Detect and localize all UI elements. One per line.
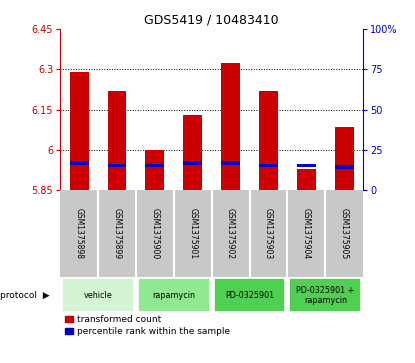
Text: rapamycin: rapamycin: [152, 291, 195, 300]
Text: GSM1375899: GSM1375899: [112, 208, 122, 259]
Text: PD-0325901: PD-0325901: [225, 291, 274, 300]
Text: GSM1375904: GSM1375904: [302, 208, 311, 259]
Bar: [214, 278, 286, 312]
Bar: [70, 162, 88, 165]
Bar: [335, 166, 354, 169]
Bar: [335, 127, 354, 190]
Bar: [107, 164, 127, 167]
Bar: [183, 115, 202, 190]
Text: PD-0325901 +
rapamycin: PD-0325901 + rapamycin: [296, 286, 354, 305]
Text: GSM1375900: GSM1375900: [150, 208, 159, 259]
Bar: [221, 162, 240, 165]
Text: vehicle: vehicle: [84, 291, 112, 300]
Text: GSM1375903: GSM1375903: [264, 208, 273, 259]
Bar: [145, 164, 164, 167]
Text: GSM1375901: GSM1375901: [188, 208, 197, 259]
Bar: [297, 164, 316, 167]
Bar: [289, 278, 361, 312]
Bar: [221, 62, 240, 190]
Bar: [62, 278, 134, 312]
Title: GDS5419 / 10483410: GDS5419 / 10483410: [144, 13, 279, 26]
Text: GSM1375902: GSM1375902: [226, 208, 235, 259]
Bar: [259, 91, 278, 190]
Bar: [297, 169, 316, 190]
Bar: [259, 164, 278, 167]
Text: GSM1375905: GSM1375905: [340, 208, 349, 259]
Bar: [107, 91, 127, 190]
Bar: [183, 162, 202, 165]
Bar: [138, 278, 210, 312]
Bar: [145, 150, 164, 190]
Text: protocol  ▶: protocol ▶: [0, 291, 50, 300]
Bar: [70, 72, 88, 190]
Legend: transformed count, percentile rank within the sample: transformed count, percentile rank withi…: [65, 315, 230, 336]
Text: GSM1375898: GSM1375898: [75, 208, 83, 259]
